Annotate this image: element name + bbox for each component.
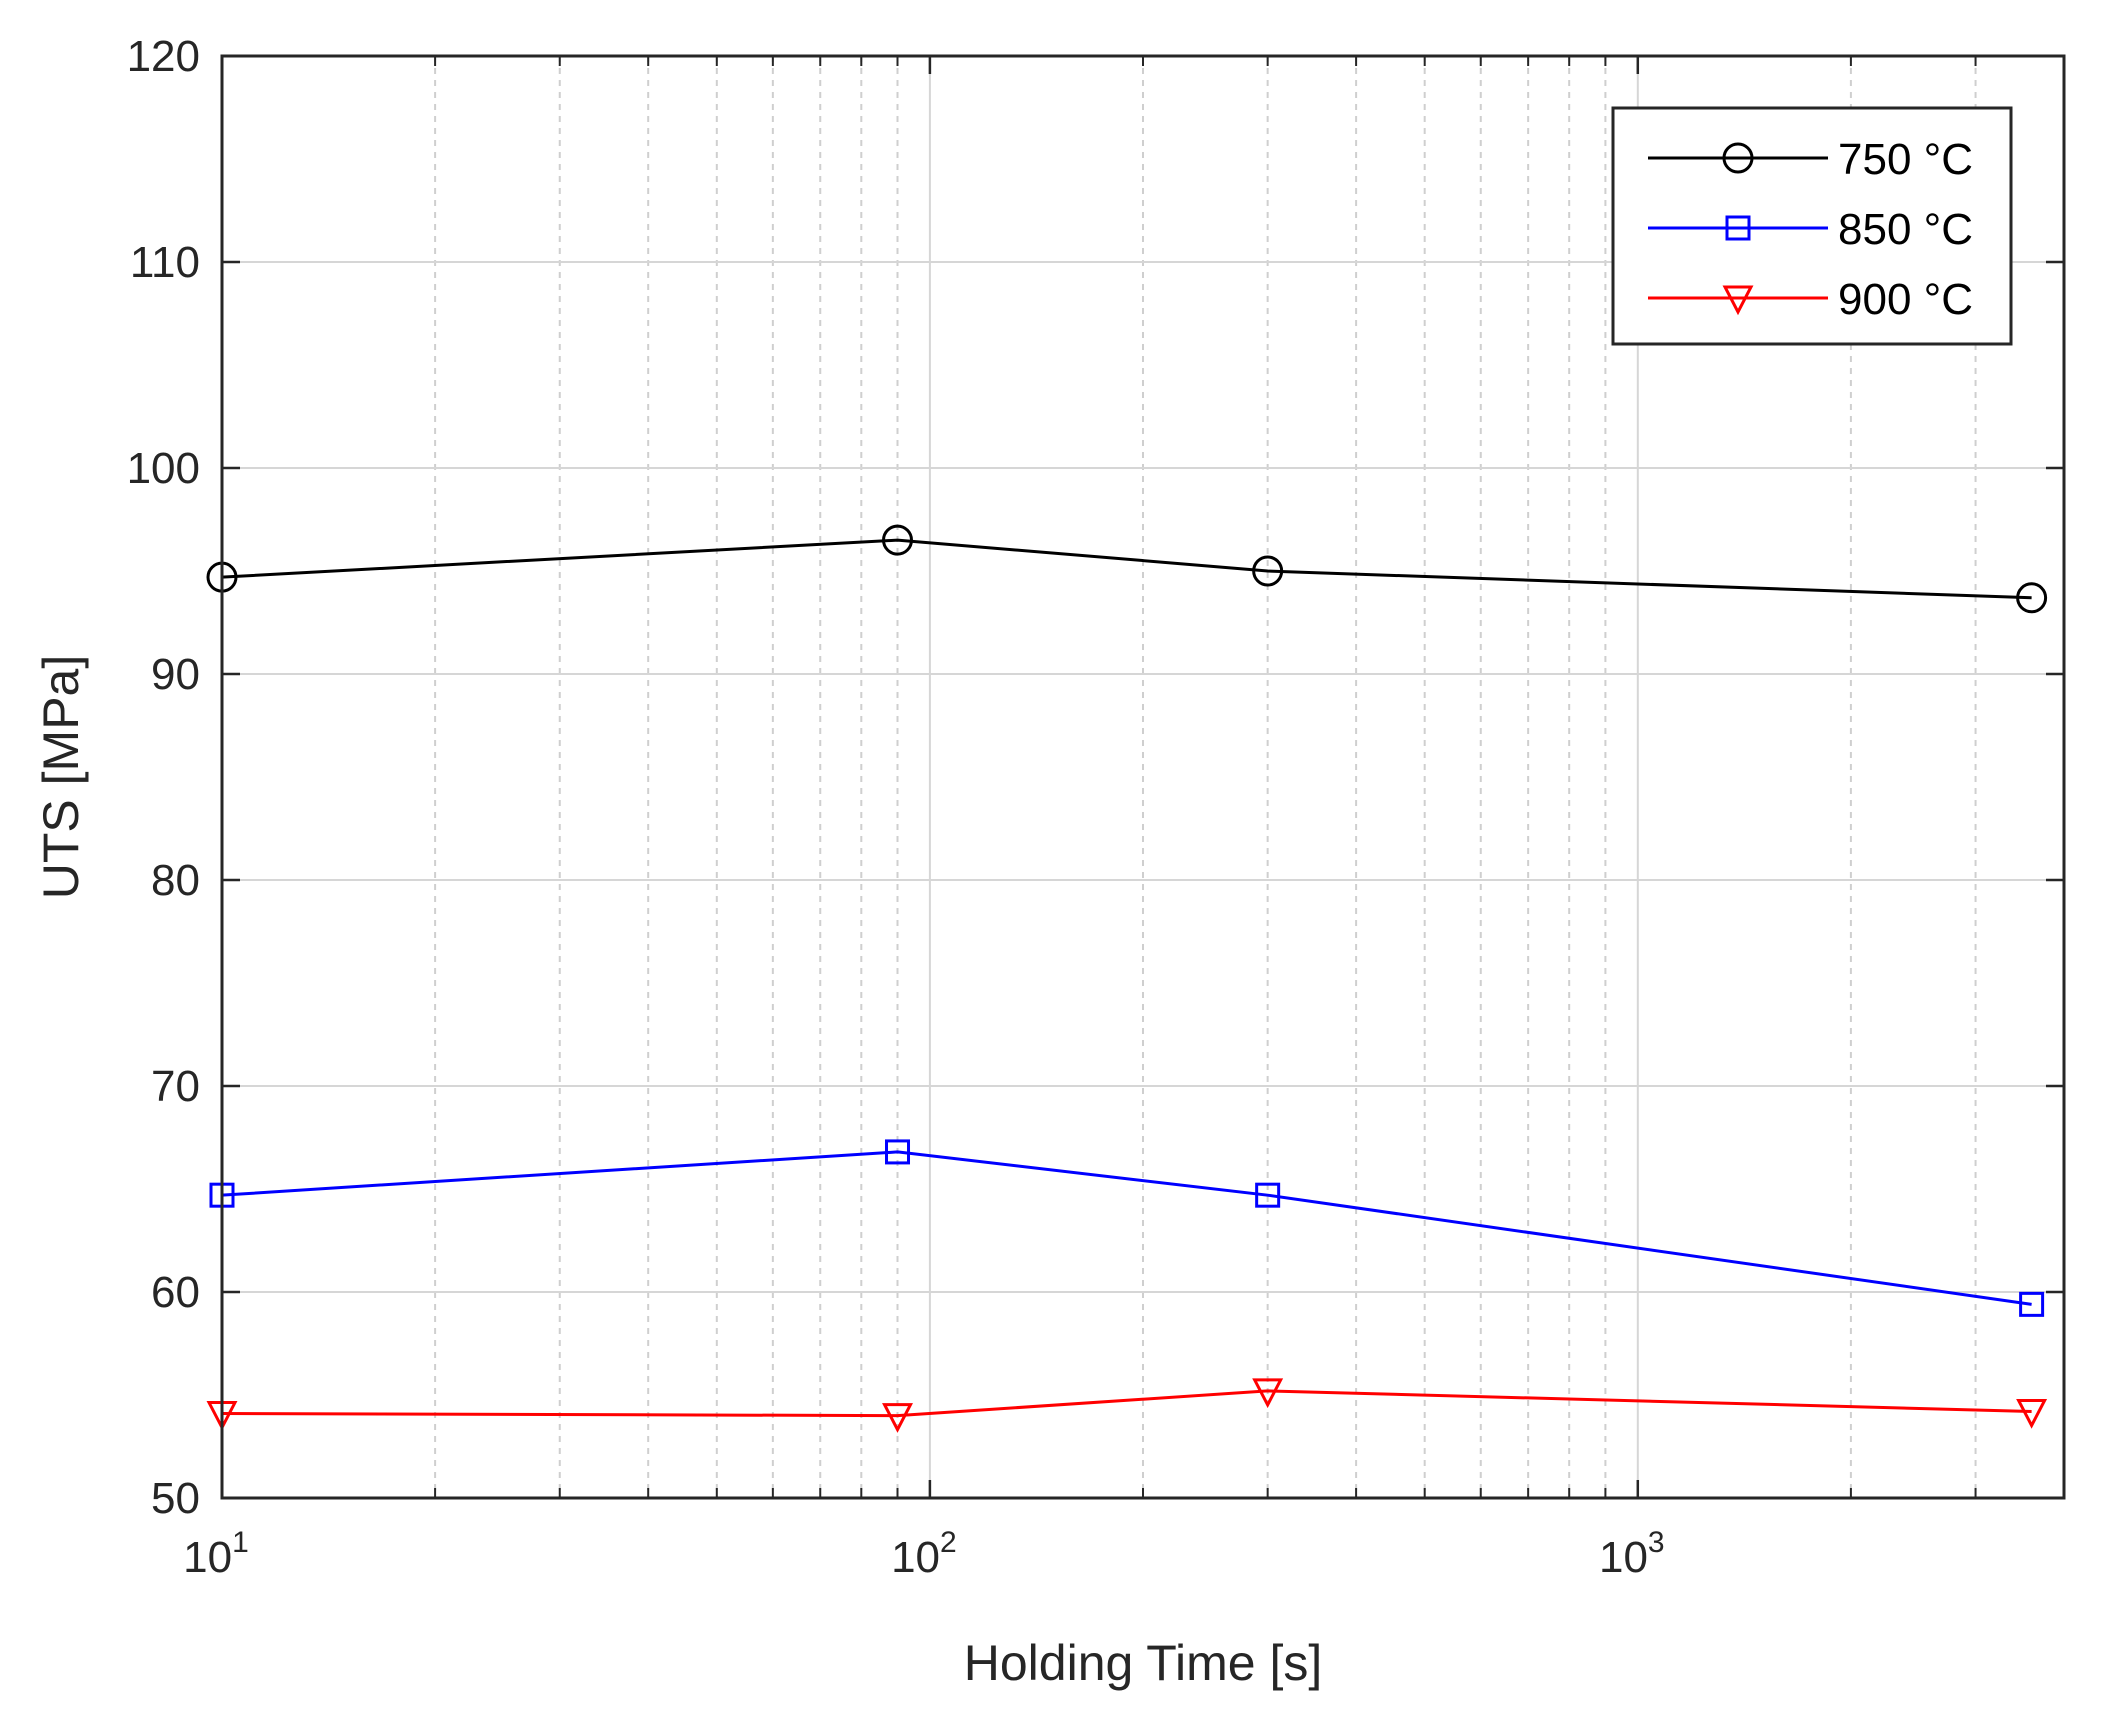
- legend: 750 °C 850 °C 900 °C: [1611, 106, 2013, 346]
- series-lines: [221, 538, 2032, 1418]
- x-tick-label: 102: [891, 1526, 957, 1582]
- x-tick-labels: 101 102 103: [183, 1526, 1664, 1582]
- data-point-2-2: [1252, 1378, 1284, 1409]
- data-point-2-1: [882, 1403, 913, 1433]
- legend-marker-2: [1722, 285, 1754, 316]
- x-axis-title: Holding Time [s]: [964, 1635, 1322, 1691]
- axis-ticks: [220, 54, 2064, 1500]
- y-tick-label: 100: [127, 444, 200, 493]
- data-point-0-2: [1252, 555, 1284, 587]
- legend-marker-0: [1722, 142, 1754, 174]
- legend-label-0: 750 °C: [1838, 135, 1973, 184]
- y-tick-label: 110: [130, 238, 200, 287]
- y-tick-label: 50: [151, 1474, 200, 1523]
- series-line-2: [221, 1389, 2032, 1418]
- series-markers: [206, 524, 2048, 1433]
- data-point-2-3: [2016, 1398, 2048, 1429]
- y-tick-label: 120: [127, 32, 200, 81]
- data-point-0-3: [2016, 582, 2048, 614]
- y-tick-label: 70: [151, 1062, 200, 1111]
- y-tick-label: 90: [151, 650, 200, 699]
- legend-label-1: 850 °C: [1838, 205, 1973, 254]
- data-point-1-1: [885, 1139, 911, 1165]
- legend-label-2: 900 °C: [1838, 275, 1973, 324]
- series-line-1: [221, 1150, 2032, 1306]
- data-point-1-2: [1255, 1182, 1281, 1208]
- legend-box: [1611, 106, 2013, 346]
- x-tick-label: 103: [1599, 1526, 1665, 1582]
- y-tick-labels: 50 60 70 80 90 100 110 120: [127, 32, 200, 1523]
- legend-marker-1: [1725, 215, 1751, 241]
- y-tick-label: 60: [151, 1268, 200, 1317]
- minor-gridlines: [434, 56, 1977, 1498]
- x-tick-label: 101: [183, 1526, 249, 1582]
- data-point-1-3: [2019, 1291, 2045, 1317]
- series-line-0: [221, 538, 2032, 600]
- y-tick-label: 80: [151, 856, 200, 905]
- data-point-0-1: [882, 524, 914, 556]
- y-axis-title: UTS [MPa]: [33, 655, 89, 899]
